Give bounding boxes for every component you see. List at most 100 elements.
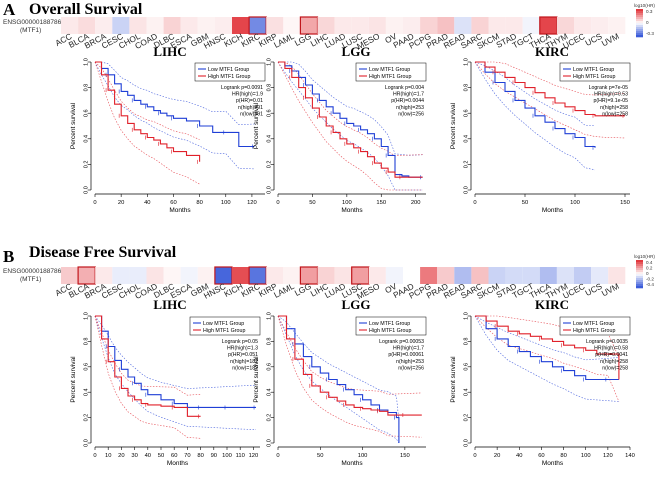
y-axis-label: Percent survival bbox=[253, 356, 260, 403]
heat-cell-esca bbox=[180, 17, 198, 34]
legend-swatch bbox=[636, 282, 643, 285]
km-curve-low bbox=[475, 61, 596, 148]
heat-cell-meso bbox=[368, 17, 386, 34]
y-tick-label: 0.8 bbox=[464, 84, 470, 92]
ci-band-high bbox=[94, 61, 200, 185]
y-axis-label: Percent survival bbox=[450, 356, 457, 403]
heat-cell-kirp bbox=[266, 267, 284, 284]
heat-cell-tgct bbox=[522, 17, 540, 34]
km-stat: n(low)=256 bbox=[398, 365, 424, 371]
x-tick-label: 80 bbox=[196, 200, 202, 206]
legend-swatch bbox=[636, 23, 643, 26]
gene-id-a: ENSG00000188786.9 bbox=[3, 19, 67, 26]
heat-cell-ucec bbox=[574, 17, 592, 34]
plot-title: LIHC bbox=[153, 44, 186, 59]
km-stat: n(low)=256 bbox=[398, 111, 424, 117]
x-tick-label: 150 bbox=[376, 200, 386, 206]
ci-band-high bbox=[94, 315, 201, 396]
km-curve-high bbox=[278, 315, 422, 416]
x-tick-label: 100 bbox=[581, 453, 591, 459]
x-tick-label: 70 bbox=[184, 453, 190, 459]
x-tick-label: 0 bbox=[473, 200, 476, 206]
km-legend-box bbox=[355, 316, 427, 336]
y-tick-label: 1.0 bbox=[267, 312, 273, 320]
km-stat: HR(high)=1.7 bbox=[393, 92, 424, 98]
heat-cell-blca bbox=[78, 17, 96, 34]
y-tick-label: 0.6 bbox=[267, 363, 273, 371]
heat-cell-kirc bbox=[248, 16, 267, 35]
gene-id-b: ENSG00000188786.9 bbox=[3, 268, 67, 275]
heat-cell-paad bbox=[403, 267, 421, 284]
y-tick-label: 0.0 bbox=[464, 439, 470, 447]
x-tick-label: 0 bbox=[93, 200, 96, 206]
x-tick-label: 0 bbox=[473, 453, 476, 459]
legend-label-high: High MTF1 Group bbox=[369, 74, 411, 80]
heat-cell-uvm bbox=[608, 267, 626, 284]
heat-cell-brca bbox=[95, 267, 113, 284]
km-curve-low bbox=[475, 315, 619, 381]
legend-tick: -0.2 bbox=[646, 277, 654, 282]
y-tick-label: 0.0 bbox=[267, 186, 273, 194]
km-stat: HR(high)=0.58 bbox=[594, 346, 628, 352]
legend-tick: -0.3 bbox=[646, 31, 654, 36]
legend-swatch bbox=[636, 276, 643, 279]
x-tick-label: 150 bbox=[620, 200, 630, 206]
legend-swatch bbox=[636, 274, 643, 277]
heat-cell-thym bbox=[556, 267, 574, 284]
legend-swatch bbox=[636, 284, 643, 287]
km-stat: n(low)=182 bbox=[232, 365, 258, 371]
legend-swatch bbox=[636, 27, 643, 30]
heat-cell-lusc bbox=[351, 17, 369, 34]
y-axis-label: Percent survival bbox=[70, 356, 77, 403]
km-plot-lihc-os: LIHC 0.0 0.2 0.4 0.6 0.8 1.0 0 20 40 60 80 100 120 Mon… bbox=[70, 44, 266, 214]
plot-title: LGG bbox=[342, 44, 371, 59]
legend-label-low: Low MTF1 Group bbox=[203, 321, 244, 327]
legend-swatch bbox=[636, 19, 643, 22]
legend-swatch bbox=[636, 286, 643, 289]
heat-cell-kirp bbox=[266, 17, 284, 34]
y-tick-label: 0.2 bbox=[464, 161, 470, 169]
km-stat: n(high)=182 bbox=[230, 359, 258, 365]
y-tick-label: 0.2 bbox=[267, 414, 273, 422]
x-tick-label: 0 bbox=[276, 453, 279, 459]
x-tick-label: 50 bbox=[309, 200, 315, 206]
legend-label-high: High MTF1 Group bbox=[573, 74, 615, 80]
heat-cell-brca bbox=[95, 17, 113, 34]
km-plot-lgg-os: LGG 0.0 0.2 0.4 0.6 0.8 1.0 0 50 100 150 200 Months P… bbox=[253, 44, 427, 214]
legend-label-high: High MTF1 Group bbox=[573, 328, 615, 334]
heat-cell-gbm bbox=[197, 17, 215, 34]
heat-cell-thca bbox=[539, 267, 557, 284]
legend-label-low: Low MTF1 Group bbox=[369, 67, 410, 73]
heatmap-legend-a: log10(HR)0.3 0 -0.3 bbox=[634, 3, 655, 38]
ci-band-high bbox=[94, 61, 200, 140]
km-legend-box bbox=[194, 62, 266, 82]
legend-label-high: High MTF1 Group bbox=[369, 328, 411, 334]
heat-cell-prad bbox=[437, 17, 455, 34]
heat-cell-stad bbox=[505, 17, 523, 34]
km-legend-box bbox=[355, 62, 427, 82]
km-stat: p(HR)=0.0041 bbox=[595, 352, 628, 358]
ci-band-low bbox=[94, 315, 257, 389]
legend-swatch bbox=[636, 33, 643, 36]
heat-cell-stad bbox=[505, 267, 523, 284]
y-tick-label: 0.4 bbox=[267, 388, 273, 396]
km-curve-low bbox=[95, 61, 255, 148]
x-tick-label: 90 bbox=[211, 453, 217, 459]
heat-cell-lgg bbox=[299, 16, 319, 35]
heat-cell-chol bbox=[129, 267, 147, 284]
x-tick-label: 20 bbox=[494, 453, 500, 459]
y-tick-label: 0.6 bbox=[84, 109, 90, 117]
y-tick-label: 1.0 bbox=[84, 58, 90, 66]
km-stat: HR(high)=1.3 bbox=[227, 346, 258, 352]
legend-label-low: Low MTF1 Group bbox=[573, 321, 614, 327]
heatmap-legend-b: log10(HR)0.40.20-0.2-0.4 bbox=[634, 254, 655, 289]
legend-tick: 0.3 bbox=[646, 9, 653, 14]
heat-cell-cesc bbox=[112, 267, 130, 284]
x-tick-label: 30 bbox=[131, 453, 137, 459]
legend-label-low: Low MTF1 Group bbox=[208, 67, 249, 73]
x-tick-label: 80 bbox=[197, 453, 203, 459]
x-tick-label: 60 bbox=[171, 453, 177, 459]
heat-cell-pcpg bbox=[420, 17, 438, 34]
km-stat: n(high)=91 bbox=[238, 105, 263, 111]
y-tick-label: 0.4 bbox=[464, 135, 470, 143]
